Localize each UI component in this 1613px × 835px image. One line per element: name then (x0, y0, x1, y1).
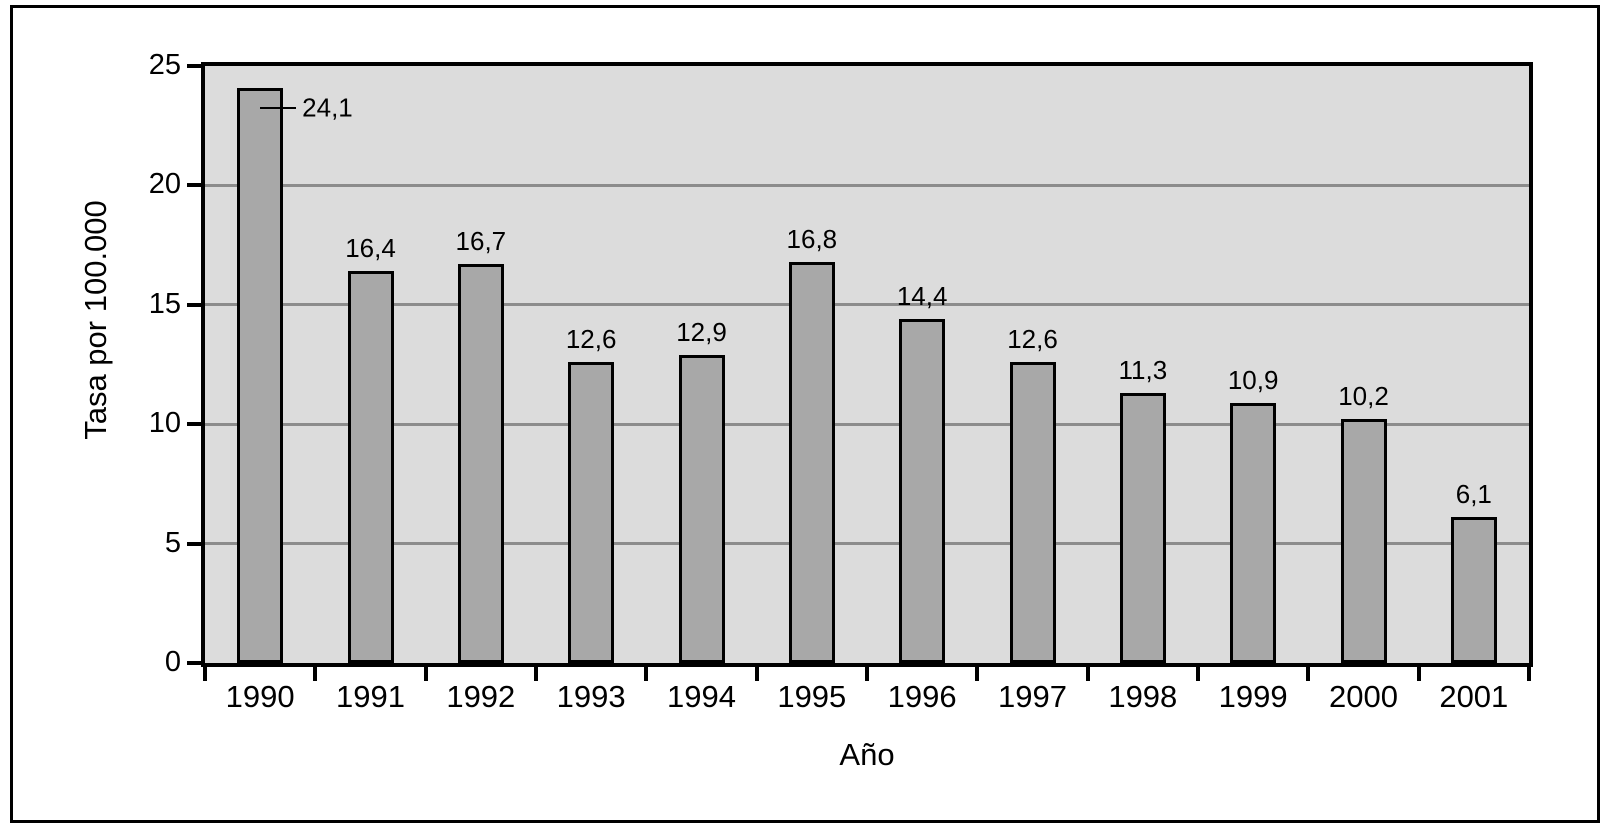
x-tick-label: 1996 (887, 679, 957, 714)
bar-value-label: 16,7 (455, 226, 507, 257)
y-tick-mark (187, 422, 201, 427)
y-tick-mark (187, 541, 201, 546)
y-tick-mark (187, 661, 201, 665)
bar (1340, 419, 1387, 663)
y-tick-label: 25 (148, 49, 181, 81)
x-tick-mark (313, 667, 318, 681)
x-tick-label: 1998 (1108, 679, 1178, 714)
x-tick-mark (754, 667, 759, 681)
x-tick-label: 1997 (998, 679, 1067, 714)
y-tick-mark (187, 302, 201, 307)
plot-area: 24,1 16,4 16,7 12,6 12,9 16,8 14,4 12,6 11,3 10,9… (149, 51, 1533, 714)
y-tick-label: 10 (148, 407, 181, 440)
x-tick-mark (1306, 667, 1311, 681)
gridline (205, 183, 1529, 187)
y-tick-label: 0 (164, 646, 181, 678)
bar (237, 87, 284, 663)
x-tick-mark (1527, 667, 1531, 681)
bar (1009, 362, 1056, 663)
x-tick-label: 1991 (336, 679, 405, 714)
bar (788, 261, 835, 663)
x-tick-mark (975, 667, 980, 681)
bar-value-label: 12,6 (1007, 324, 1058, 355)
x-tick-mark (1196, 667, 1200, 681)
bar (1450, 517, 1497, 663)
bar-value-label: 12,9 (676, 316, 727, 347)
bar-value-label: 24,1 (302, 92, 353, 123)
y-tick-label: 5 (164, 526, 181, 559)
gridline (205, 422, 1529, 426)
x-tick-mark (1416, 667, 1421, 681)
x-tick-label: 1993 (556, 679, 626, 714)
x-tick-mark (423, 667, 428, 681)
bar (1230, 402, 1277, 663)
x-tick-label: 1994 (667, 679, 736, 714)
bar-value-label: 10,2 (1338, 381, 1389, 412)
x-tick-mark (865, 667, 869, 681)
x-tick-label: 2000 (1329, 679, 1398, 714)
bar (1119, 393, 1166, 663)
value-label-leader-line (260, 107, 297, 110)
bar-value-label: 12,6 (565, 324, 617, 355)
bar-value-label: 16,8 (786, 223, 838, 254)
bar-value-label: 11,3 (1118, 355, 1168, 386)
x-tick-mark (644, 667, 649, 681)
bar-value-label: 10,9 (1227, 364, 1279, 395)
y-axis-title: Tasa por 100.000 (78, 200, 113, 440)
x-tick-mark (203, 667, 207, 681)
bar (568, 362, 615, 663)
bar (347, 271, 394, 663)
x-tick-label: 1990 (225, 679, 295, 714)
x-tick-mark (534, 667, 538, 681)
y-tick-mark (187, 183, 201, 188)
y-tick-label: 20 (148, 168, 181, 201)
x-tick-label: 1995 (777, 679, 847, 714)
x-axis-title: Año (839, 737, 895, 772)
bar (457, 264, 504, 663)
y-tick-label: 15 (148, 287, 181, 320)
bar-value-label: 6,1 (1455, 479, 1492, 510)
x-tick-label: 1992 (446, 679, 516, 714)
x-tick-label: 2001 (1439, 679, 1509, 714)
bar-value-label: 16,4 (345, 233, 396, 264)
gridline (205, 303, 1529, 307)
gridline (205, 542, 1529, 546)
y-tick-mark (187, 64, 201, 68)
x-tick-label: 1999 (1218, 679, 1288, 714)
bar-value-label: 14,4 (896, 281, 948, 312)
bar (899, 319, 946, 663)
x-tick-mark (1085, 667, 1090, 681)
bar (678, 354, 725, 663)
